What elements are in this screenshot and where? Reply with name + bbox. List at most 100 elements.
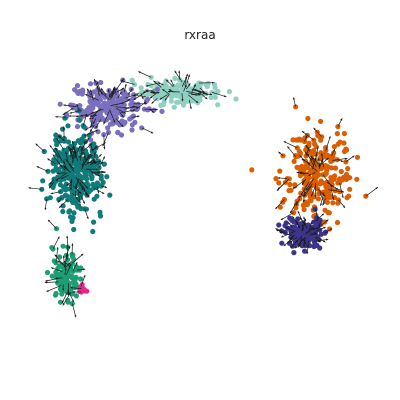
velocity-arrow — [71, 140, 77, 155]
cell-point — [299, 163, 305, 169]
cell-point — [68, 266, 74, 272]
cell-point — [58, 278, 64, 284]
velocity-arrowhead — [145, 84, 149, 87]
velocity-arrowhead — [78, 204, 81, 207]
velocity-arrowhead — [315, 209, 318, 212]
velocity-arrowhead — [89, 155, 93, 158]
cell-point — [99, 182, 105, 188]
velocity-arrowhead — [151, 110, 155, 113]
cell-point — [347, 186, 353, 192]
velocity-arrowhead — [104, 186, 107, 188]
cell-point — [73, 264, 79, 270]
cell-point — [66, 284, 72, 290]
velocity-arrowhead — [292, 216, 295, 219]
velocity-arrow — [55, 247, 59, 263]
velocity-arrow — [103, 134, 105, 150]
velocity-arrowhead — [321, 213, 324, 216]
cell-point — [318, 137, 324, 143]
velocity-arrowhead — [314, 195, 317, 198]
velocity-arrowhead — [112, 91, 115, 94]
cell-point — [58, 287, 64, 293]
cell-point — [67, 208, 73, 214]
cell-point — [72, 276, 78, 282]
velocity-arrowhead — [137, 115, 140, 118]
velocity-arrow — [52, 154, 62, 168]
velocity-arrowhead — [62, 126, 65, 129]
velocity-arrow — [305, 178, 315, 191]
velocity-arrowhead — [99, 154, 102, 157]
velocity-arrowhead — [316, 227, 319, 230]
velocity-arrowhead — [159, 97, 163, 100]
velocity-arrowhead — [277, 187, 280, 190]
cell-point — [305, 115, 311, 122]
velocity-arrowhead — [340, 159, 344, 162]
cell-point — [59, 151, 65, 157]
velocity-arrowhead — [318, 224, 321, 228]
velocity-arrowhead — [150, 91, 153, 94]
velocity-arrowhead — [62, 288, 65, 291]
cell-point — [344, 195, 350, 201]
cell-point — [90, 228, 96, 235]
velocity-arrow — [365, 186, 379, 197]
velocity-arrowhead — [62, 255, 65, 258]
velocity-arrowhead — [62, 113, 66, 116]
velocity-arrowhead — [103, 142, 106, 145]
velocity-arrowhead — [69, 184, 72, 187]
cell-point — [71, 210, 77, 216]
velocity-arrowhead — [181, 99, 184, 102]
cell-point — [112, 106, 118, 112]
velocity-arrowhead — [58, 135, 61, 138]
velocity-arrow — [75, 183, 77, 197]
velocity-arrowhead — [138, 71, 141, 74]
cluster-4 — [249, 104, 369, 238]
cell-point — [47, 195, 53, 201]
velocity-arrowhead — [68, 146, 71, 149]
velocity-arrowhead — [71, 243, 74, 246]
velocity-arrow — [64, 254, 68, 269]
cell-point — [292, 183, 298, 189]
cell-point — [113, 115, 119, 121]
velocity-arrowhead — [310, 155, 313, 159]
velocity-arrowhead — [127, 106, 130, 109]
velocity-arrowhead — [276, 229, 279, 232]
velocity-arrowhead — [151, 101, 154, 104]
cell-point — [95, 102, 101, 108]
cell-point — [91, 196, 97, 202]
cell-point — [318, 150, 324, 156]
velocity-arrowhead — [56, 138, 59, 141]
velocity-arrowhead — [295, 240, 298, 243]
cell-point — [67, 214, 74, 220]
cell-point — [338, 168, 344, 175]
velocity-arrowhead — [69, 147, 72, 151]
velocity-arrowhead — [198, 93, 201, 96]
chart-title: rxraa — [184, 28, 216, 42]
cell-point — [312, 141, 318, 147]
velocity-arrowhead — [203, 92, 206, 95]
cell-point — [211, 82, 218, 88]
velocity-arrowhead — [323, 240, 326, 243]
velocity-arrowhead — [94, 161, 97, 164]
velocity-arrowhead — [49, 186, 52, 189]
cell-point — [87, 81, 94, 87]
cell-point — [330, 200, 336, 206]
velocity-arrowhead — [57, 260, 61, 263]
velocity-arrowhead — [326, 157, 329, 161]
cell-point — [273, 176, 279, 182]
cell-point — [78, 276, 84, 282]
velocity-arrowhead — [86, 216, 89, 220]
velocity-arrowhead — [136, 106, 139, 109]
velocity-arrowhead — [90, 89, 93, 92]
cell-point — [304, 201, 310, 208]
velocity-arrow — [80, 155, 93, 166]
cell-point — [293, 137, 299, 143]
velocity-arrowhead — [332, 197, 335, 200]
velocity-arrow — [54, 254, 64, 265]
cell-point — [208, 94, 214, 100]
cell-point — [161, 99, 167, 105]
velocity-arrowhead — [100, 162, 104, 164]
velocity-arrowhead — [283, 243, 286, 247]
velocity-arrowhead — [299, 171, 302, 174]
cell-point — [145, 91, 151, 97]
cell-point — [60, 243, 66, 249]
